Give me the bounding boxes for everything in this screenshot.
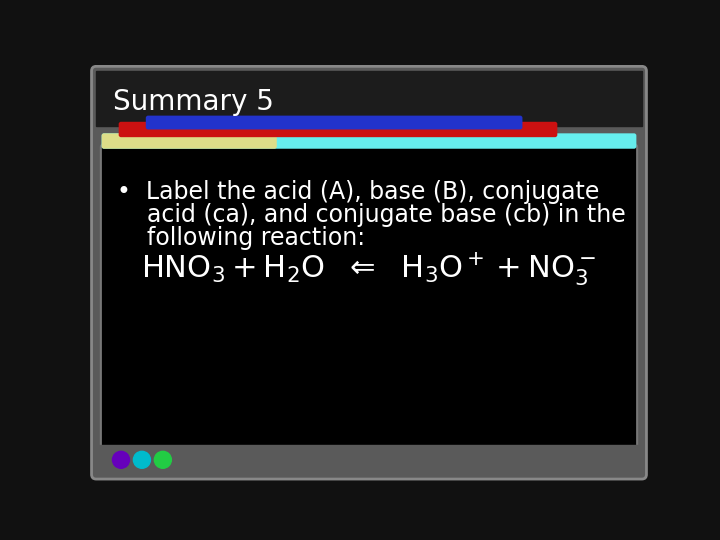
Circle shape [112,451,130,468]
Bar [96,445,642,475]
FancyBboxPatch shape [102,133,276,148]
FancyBboxPatch shape [101,144,637,455]
Text: following reaction:: following reaction: [117,226,365,250]
Circle shape [133,451,150,468]
FancyBboxPatch shape [91,66,647,479]
Circle shape [154,451,171,468]
Text: •  Label the acid (A), base (B), conjugate: • Label the acid (A), base (B), conjugat… [117,180,600,204]
FancyBboxPatch shape [145,116,523,130]
Text: Summary 5: Summary 5 [113,88,274,116]
FancyBboxPatch shape [119,122,557,137]
Text: acid (ca), and conjugate base (cb) in the: acid (ca), and conjugate base (cb) in th… [117,203,626,227]
Text: $\mathsf{HNO_3 + H_2O}$  $\mathsf{\Leftarrow}$  $\mathsf{H_3O^+ + NO_3^-}$: $\mathsf{HNO_3 + H_2O}$ $\mathsf{\Leftar… [141,250,597,288]
Bar [96,71,642,126]
FancyBboxPatch shape [102,133,636,148]
